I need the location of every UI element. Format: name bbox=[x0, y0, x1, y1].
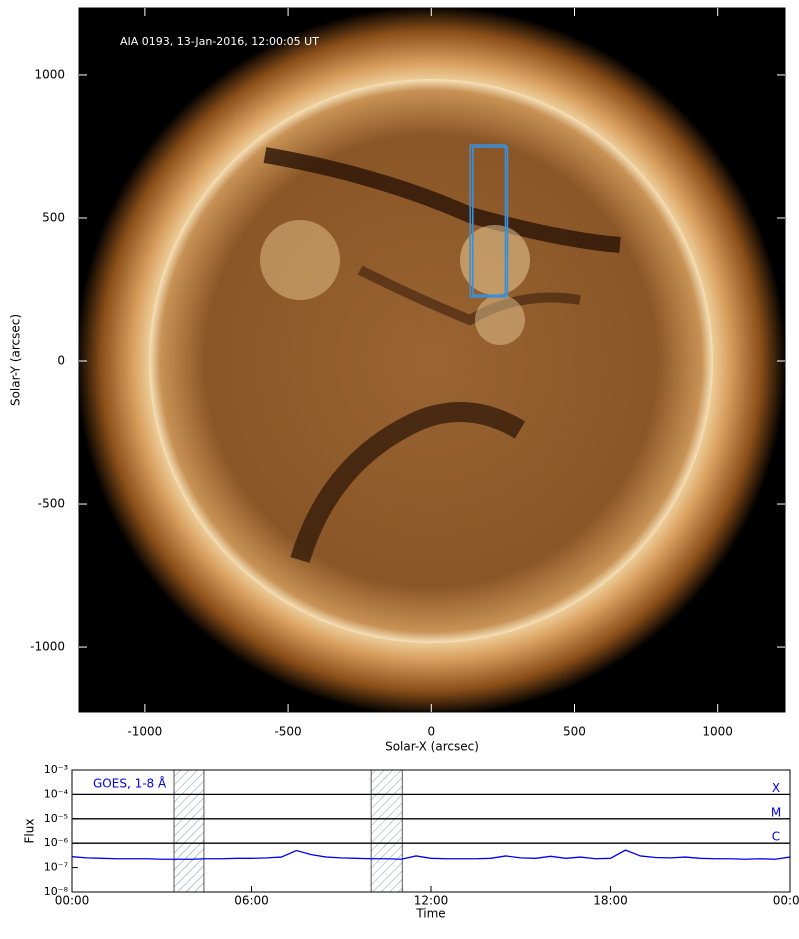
filament bbox=[290, 402, 526, 563]
shaded-range bbox=[173, 769, 205, 893]
y-axis-label: Solar-Y (arcsec) bbox=[9, 314, 23, 406]
x-tick-label: -1000 bbox=[127, 725, 162, 739]
y-tick-label: 10⁻⁶ bbox=[44, 836, 69, 849]
active-region bbox=[260, 220, 340, 300]
y-tick-label: 10⁻⁸ bbox=[44, 885, 69, 898]
active-region bbox=[460, 225, 530, 295]
image-title: AIA 0193, 13-Jan-2016, 12:00:05 UT bbox=[120, 35, 319, 48]
x-axis-label: Solar-X (arcsec) bbox=[385, 740, 479, 754]
x-tick-label: 00:00 bbox=[55, 894, 90, 908]
legend-label: GOES, 1-8 Å bbox=[93, 776, 167, 791]
x-tick-label: 1000 bbox=[702, 725, 733, 739]
flare-level-label: C bbox=[772, 830, 780, 844]
x-tick-label: 06:00 bbox=[234, 894, 269, 908]
y-tick-label: 10⁻⁵ bbox=[44, 812, 68, 825]
solar-disk bbox=[149, 79, 713, 643]
active-region bbox=[475, 295, 525, 345]
flare-level-label: M bbox=[771, 805, 781, 819]
plot-frame bbox=[78, 7, 786, 713]
x-axis-label: Time bbox=[415, 907, 445, 921]
y-tick-label: 0 bbox=[57, 354, 65, 368]
series-line bbox=[71, 849, 791, 860]
x-tick-label: 500 bbox=[563, 725, 586, 739]
flare-level-label: X bbox=[772, 781, 780, 795]
filament bbox=[357, 265, 581, 326]
y-axis-label: Flux bbox=[23, 819, 37, 844]
x-tick-label: 18:00 bbox=[593, 894, 628, 908]
solar-image bbox=[79, 8, 785, 712]
y-tick-label: 10⁻³ bbox=[44, 763, 68, 776]
y-tick-label: 1000 bbox=[34, 67, 65, 81]
y-tick-label: 10⁻⁴ bbox=[44, 787, 69, 800]
y-tick-label: -500 bbox=[38, 497, 65, 511]
y-tick-label: -1000 bbox=[30, 640, 65, 654]
region-box bbox=[469, 144, 507, 298]
shaded-range bbox=[370, 769, 403, 893]
x-tick-label: 00:00 bbox=[773, 894, 799, 908]
x-tick-label: 0 bbox=[427, 725, 435, 739]
x-tick-label: -500 bbox=[274, 725, 301, 739]
y-tick-label: 500 bbox=[42, 210, 65, 224]
y-tick-label: 10⁻⁷ bbox=[44, 861, 68, 874]
x-tick-label: 12:00 bbox=[414, 894, 449, 908]
region-box bbox=[472, 146, 509, 297]
